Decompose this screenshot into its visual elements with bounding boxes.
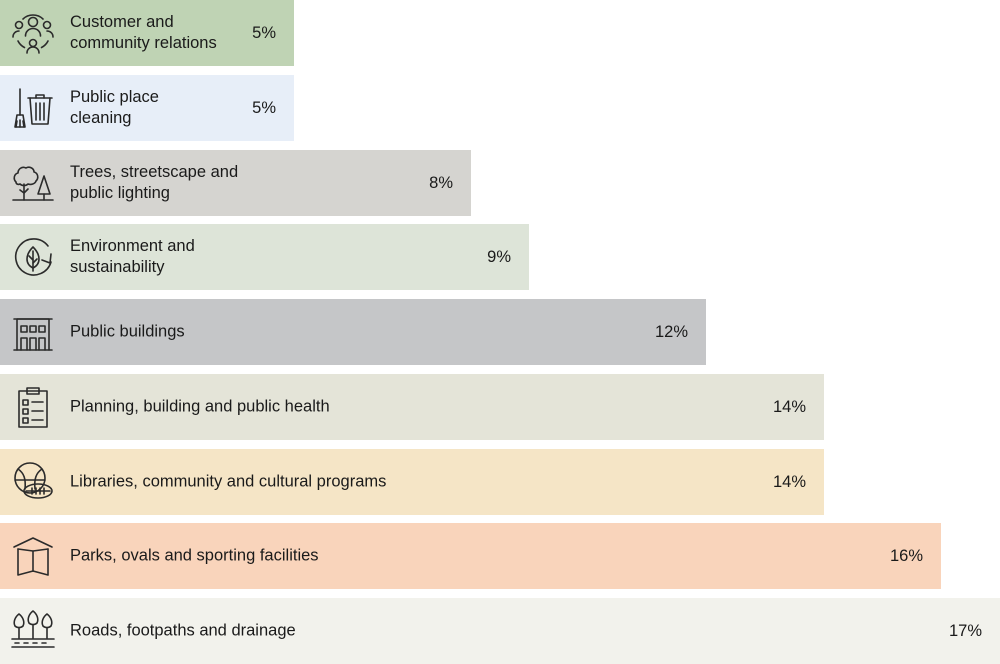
bar-category-label: Public place cleaning [70,88,159,127]
leaf-cycle-icon [10,234,56,280]
bar-6 [0,374,824,440]
bar-category-label: Environment and sustainability [70,237,195,276]
bar-3 [0,150,471,216]
bar-category-label: Roads, footpaths and drainage [70,621,296,640]
bin-broom-icon [10,85,56,131]
bar-value-label: 5% [252,24,276,42]
building-icon [10,309,56,355]
bar-4 [0,224,529,290]
bar-value-label: 16% [889,547,923,565]
bar-category-label: Parks, ovals and sporting facilities [70,546,319,565]
sports-balls-icon [10,459,56,505]
bar-category-label: Planning, building and public health [70,397,330,416]
bar-category-label: Trees, streetscape and public lighting [70,163,239,202]
clipboard-checklist-icon [10,384,56,430]
bar-value-label: 8% [429,174,453,192]
bar-5 [0,299,706,365]
bar-value-label: 12% [654,323,688,341]
people-network-icon [10,10,56,56]
bar-value-label: 14% [772,473,806,491]
bar-8 [0,523,941,589]
bar-9 [0,598,1000,664]
bar-1 [0,0,294,66]
open-book-icon [10,533,56,579]
bar-7 [0,449,824,515]
bar-value-label: 9% [487,248,511,266]
bar-category-label: Libraries, community and cultural progra… [70,472,387,491]
bar-value-label: 5% [252,99,276,117]
bar-category-label: Public buildings [70,322,185,341]
roadside-trees-icon [10,608,56,654]
bar-value-label: 14% [772,398,806,416]
bar-category-label: Customer and community relations [70,13,217,52]
bar-value-label: 17% [948,622,982,640]
trees-icon [10,160,56,206]
